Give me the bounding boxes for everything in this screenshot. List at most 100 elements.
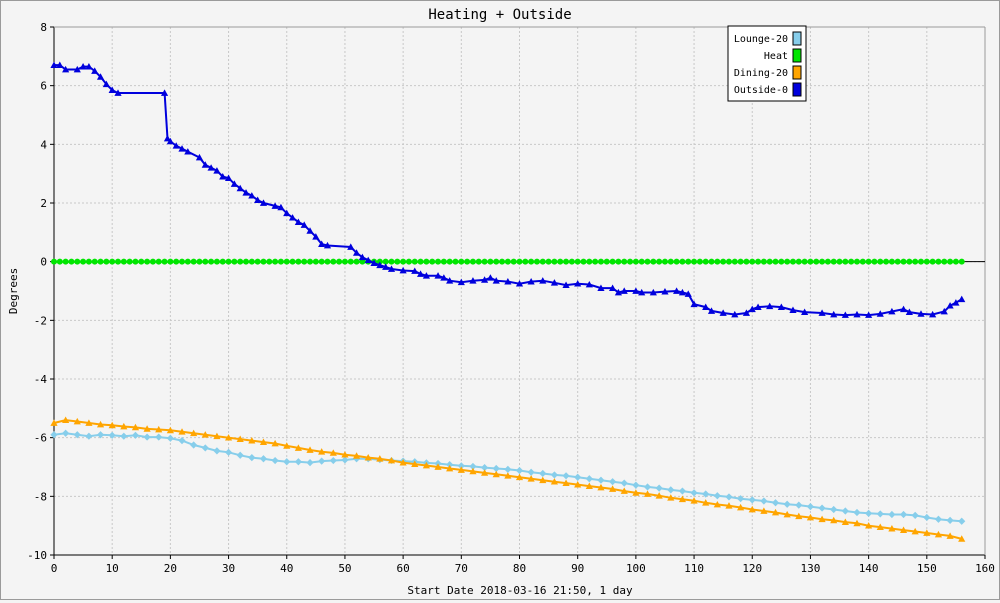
data-point-dining-20 [690, 497, 698, 504]
data-point-dining-20 [655, 492, 663, 499]
data-point-lounge-20 [888, 510, 896, 519]
data-point-lounge-20 [190, 441, 198, 449]
data-point-heat [243, 258, 250, 265]
x-tick-label: 120 [742, 562, 762, 575]
data-point-outside-0 [929, 310, 937, 318]
data-point-heat [219, 258, 226, 265]
data-point-dining-20 [795, 512, 803, 520]
data-point-outside-0 [876, 310, 884, 317]
data-point-outside-0 [480, 276, 489, 283]
data-point-outside-0 [504, 278, 512, 285]
data-point-heat [295, 258, 302, 265]
data-point-heat [347, 258, 354, 265]
data-point-heat [784, 258, 791, 265]
data-point-dining-20 [550, 478, 559, 485]
data-point-outside-0 [422, 272, 430, 279]
data-point-lounge-20 [166, 434, 174, 442]
data-point-lounge-20 [527, 468, 535, 476]
data-point-heat [452, 258, 459, 265]
legend-label: Lounge-20 [734, 34, 788, 45]
data-point-outside-0 [347, 243, 355, 250]
data-point-heat [353, 258, 360, 265]
data-point-dining-20 [958, 535, 966, 542]
data-point-heat [743, 258, 750, 265]
data-point-lounge-20 [539, 469, 547, 478]
data-point-heat [179, 258, 186, 265]
data-point-heat [324, 258, 331, 265]
data-point-heat [493, 258, 500, 265]
data-point-lounge-20 [457, 462, 465, 470]
data-point-heat [469, 258, 476, 265]
data-point-dining-20 [888, 525, 896, 532]
axes: 0 10 20 30 40 50 60 70 80 90 100 110 120 130 140 150 160… [27, 21, 995, 575]
data-point-outside-0 [178, 145, 186, 152]
data-point-heat [109, 258, 116, 265]
data-point-heat [62, 258, 69, 265]
data-point-dining-20 [899, 526, 908, 533]
data-point-heat [522, 258, 529, 265]
data-point-heat [400, 258, 407, 265]
data-point-dining-20 [411, 460, 419, 467]
data-point-outside-0 [597, 284, 605, 291]
legend-swatch [792, 31, 802, 46]
data-point-heat [405, 258, 412, 265]
data-point-lounge-20 [120, 432, 128, 440]
data-point-heat [499, 258, 506, 265]
data-point-lounge-20 [725, 493, 733, 501]
data-point-outside-0 [865, 311, 873, 318]
data-point-heat [272, 258, 279, 265]
data-point-heat [91, 258, 98, 265]
data-point-heat [435, 258, 442, 265]
data-point-heat [563, 258, 570, 265]
data-point-dining-20 [643, 490, 652, 497]
x-tick-label: 30 [222, 562, 235, 575]
data-point-outside-0 [96, 73, 105, 80]
data-point-heat [138, 258, 145, 265]
data-point-lounge-20 [783, 500, 791, 508]
data-point-heat [702, 258, 709, 265]
legend-swatch [792, 48, 802, 63]
data-point-heat [627, 258, 634, 265]
data-point-heat [917, 258, 924, 265]
data-point-outside-0 [163, 134, 172, 142]
data-point-dining-20 [771, 508, 780, 516]
data-point-dining-20 [725, 502, 733, 509]
data-point-dining-20 [702, 499, 710, 506]
data-point-outside-0 [446, 277, 454, 284]
x-tick-label: 90 [571, 562, 584, 575]
data-point-heat [853, 258, 860, 265]
data-point-lounge-20 [515, 466, 524, 475]
data-point-heat [912, 258, 919, 265]
data-point-dining-20 [108, 421, 116, 429]
data-point-outside-0 [236, 184, 244, 192]
data-point-heat [51, 258, 57, 265]
data-point-heat [580, 258, 587, 265]
data-point-dining-20 [422, 461, 430, 469]
data-point-outside-0 [160, 89, 169, 96]
data-point-outside-0 [684, 290, 692, 297]
data-point-outside-0 [230, 180, 238, 187]
data-point-heat [155, 258, 162, 265]
data-point-dining-20 [62, 416, 70, 423]
data-point-heat [167, 258, 174, 265]
data-point-dining-20 [166, 426, 174, 434]
data-point-outside-0 [539, 277, 547, 284]
data-point-heat [277, 258, 284, 265]
data-point-outside-0 [748, 305, 756, 313]
data-point-heat [778, 258, 785, 265]
series-layer [50, 61, 966, 542]
data-point-outside-0 [416, 270, 425, 277]
data-point-dining-20 [597, 483, 605, 491]
data-point-dining-20 [515, 473, 524, 481]
data-point-heat [667, 258, 674, 265]
data-point-heat [213, 258, 220, 265]
series-outside-0 [50, 61, 966, 318]
data-point-dining-20 [632, 489, 640, 496]
data-point-outside-0 [678, 288, 687, 296]
data-point-outside-0 [102, 80, 110, 88]
x-tick-label: 50 [338, 562, 351, 575]
x-tick-label: 80 [513, 562, 526, 575]
data-point-lounge-20 [318, 457, 326, 465]
data-point-lounge-20 [702, 490, 710, 498]
data-point-lounge-20 [946, 516, 954, 524]
